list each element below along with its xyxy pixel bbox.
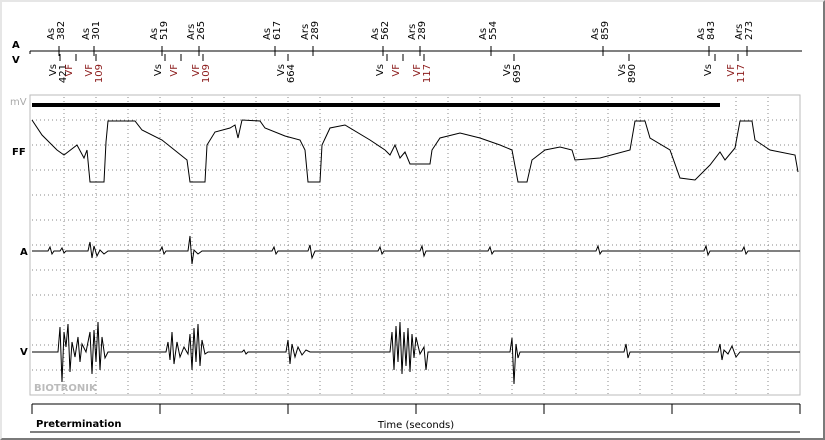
a-marker-interval: 289 — [417, 21, 428, 40]
a-marker-label: Ars — [300, 24, 311, 40]
a-marker-label: As — [46, 28, 57, 40]
a-marker-interval: 859 — [600, 21, 611, 40]
a-marker-interval: 843 — [706, 21, 717, 40]
grid — [32, 97, 800, 394]
v-marker-interval: 117 — [736, 64, 747, 83]
a-waveform — [32, 235, 800, 265]
v-marker-label: VF — [726, 64, 737, 77]
brand-label: BIOTRONIK — [34, 383, 98, 394]
v-marker-label: Vs — [276, 64, 287, 76]
a-marker-label: As — [149, 28, 160, 40]
v-marker-label: Vs — [617, 64, 628, 76]
v-marker-label: Vs — [153, 64, 164, 76]
v-marker-interval: 695 — [512, 64, 523, 83]
a-marker-label: As — [478, 28, 489, 40]
a-marker-label: As — [81, 28, 92, 40]
v-marker-interval: 421 — [58, 64, 69, 83]
time-ticks — [31, 404, 801, 414]
v-row-label: V — [12, 55, 20, 66]
v-waveform — [32, 321, 800, 385]
segment-label: Pretermination — [36, 419, 121, 430]
channel-label: FF — [12, 147, 26, 158]
ff-waveform — [31, 119, 799, 183]
a-marker-label: As — [370, 28, 381, 40]
v-marker-interval: 664 — [286, 64, 297, 83]
v-marker-interval: 109 — [201, 64, 212, 83]
a-marker-interval: 273 — [744, 21, 755, 40]
a-marker-label: Ars — [734, 24, 745, 40]
a-marker-label: As — [696, 28, 707, 40]
v-marker-label: VF — [64, 64, 75, 77]
v-marker-label: Vs — [375, 64, 386, 76]
channel-label: A — [20, 247, 28, 258]
v-marker-label: Vs — [48, 64, 59, 76]
axis-label: Time (seconds) — [377, 420, 454, 431]
a-marker-interval: 301 — [91, 21, 102, 40]
v-marker-label: VF — [391, 64, 402, 77]
v-marker-interval: 109 — [94, 64, 105, 83]
unit-label: mV — [10, 97, 27, 108]
v-marker-label: VF — [169, 64, 180, 77]
a-marker-label: Ars — [407, 24, 418, 40]
a-marker-label: As — [590, 28, 601, 40]
v-marker-label: VF — [191, 64, 202, 77]
a-row-label: A — [12, 40, 20, 51]
channel-label: V — [20, 347, 28, 358]
plot-frame — [29, 94, 801, 396]
v-marker-label: Vs — [703, 64, 714, 76]
a-marker-interval: 519 — [159, 21, 170, 40]
a-marker-interval: 382 — [56, 21, 67, 40]
a-marker-interval: 265 — [196, 21, 207, 40]
v-marker-interval: 890 — [627, 64, 638, 83]
a-marker-label: Ars — [186, 24, 197, 40]
a-marker-interval: 289 — [310, 21, 321, 40]
v-marker-label: VF — [412, 64, 423, 77]
a-marker-interval: 554 — [488, 21, 499, 40]
v-marker-label: VF — [84, 64, 95, 77]
v-marker-interval: 117 — [422, 64, 433, 83]
a-marker-interval: 617 — [272, 21, 283, 40]
a-marker-label: As — [262, 28, 273, 40]
a-marker-interval: 562 — [380, 21, 391, 40]
v-marker-label: Vs — [502, 64, 513, 76]
